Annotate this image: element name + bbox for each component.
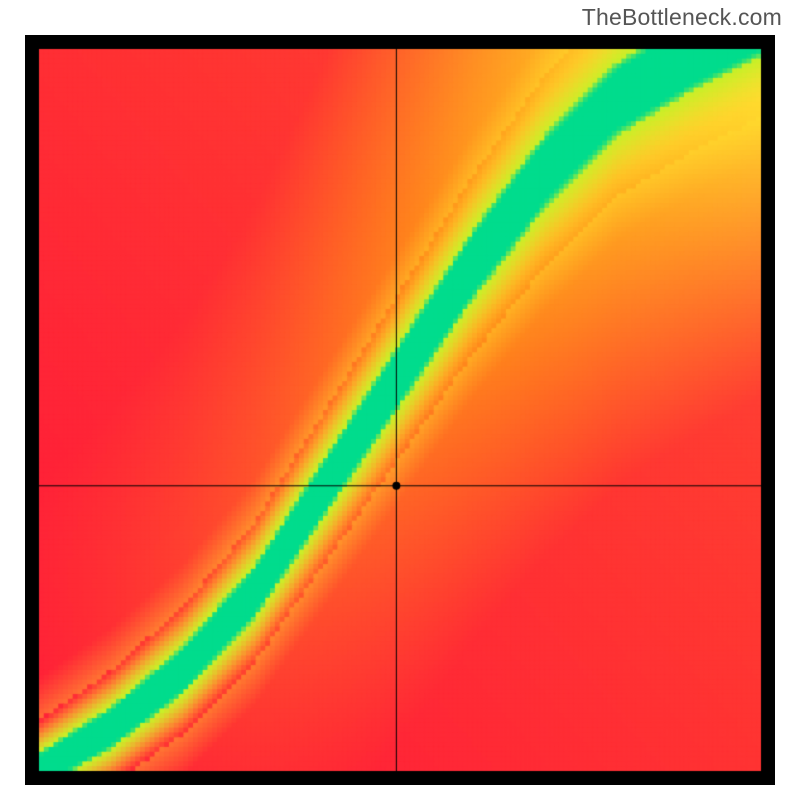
heatmap-plot [25,35,775,785]
watermark-text: TheBottleneck.com [582,4,782,31]
heatmap-canvas [25,35,775,785]
figure-container: TheBottleneck.com [0,0,800,800]
